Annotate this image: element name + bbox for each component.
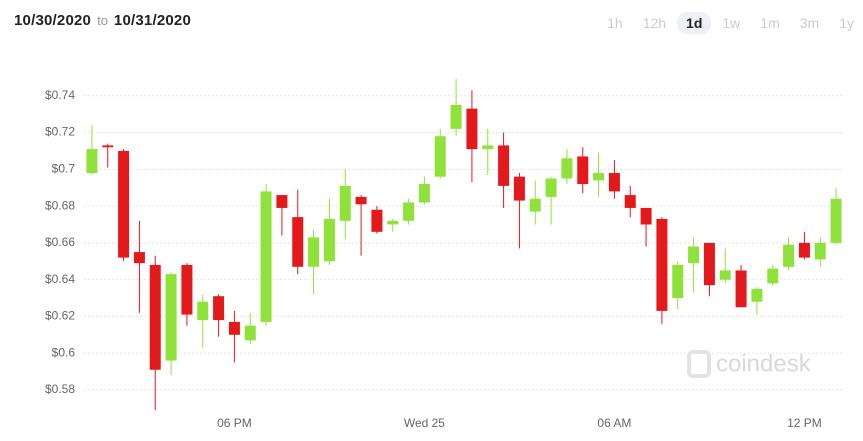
watermark: coindesk (716, 350, 812, 377)
candle-body (165, 274, 177, 361)
candle-body (624, 195, 636, 208)
candle-body (403, 202, 415, 221)
candle-body (513, 176, 525, 201)
x-tick-label: 12 PM (787, 416, 822, 430)
range-button[interactable]: 1y (839, 15, 854, 31)
y-tick-label: $0.66 (45, 235, 75, 249)
range-button[interactable]: 1w (722, 15, 741, 31)
candle-body (323, 218, 335, 262)
candle-body (86, 149, 98, 174)
y-tick-label: $0.6 (52, 345, 76, 359)
candle-body (577, 156, 589, 185)
candle-body (751, 288, 763, 302)
candle-body (545, 178, 557, 197)
candle-body (133, 252, 145, 264)
candle-body (830, 198, 842, 243)
y-tick-label: $0.58 (45, 382, 75, 396)
candle-body (608, 173, 620, 192)
range-button[interactable]: 1d (677, 12, 712, 34)
x-tick-label: 06 AM (597, 416, 631, 430)
y-tick-label: $0.74 (45, 88, 75, 102)
candle-body (767, 268, 779, 284)
candle-body (656, 218, 668, 311)
candle-body (102, 145, 114, 148)
candle-body (292, 217, 304, 267)
candle-body (355, 196, 367, 205)
candle-body (197, 301, 209, 321)
candle-body (672, 264, 684, 299)
y-tick-label: $0.64 (45, 272, 75, 286)
x-tick-label: Wed 25 (404, 416, 445, 430)
date-from: 10/30/2020 (14, 12, 92, 29)
candle-body (561, 158, 573, 179)
candle-body (339, 185, 351, 221)
candle-body (529, 198, 541, 212)
candle-body (719, 270, 731, 280)
y-tick-label: $0.7 (52, 162, 76, 176)
candle-body (814, 242, 826, 260)
candle-body (593, 173, 605, 181)
candle-body (260, 191, 272, 322)
candle-body (244, 325, 256, 341)
candle-body (798, 242, 810, 258)
candle-body (213, 296, 225, 321)
candle-body (276, 195, 288, 208)
watermark-logo (687, 350, 711, 378)
candle-body (482, 145, 494, 150)
y-tick-label: $0.62 (45, 309, 75, 323)
candle-body (149, 264, 161, 370)
candle-body (466, 108, 478, 150)
y-tick-label: $0.72 (45, 125, 75, 139)
x-tick-label: 06 PM (217, 416, 252, 430)
candle-body (735, 270, 747, 308)
candle-body (434, 136, 446, 177)
y-tick-label: $0.68 (45, 198, 75, 212)
range-button[interactable]: 1m (760, 15, 780, 31)
candle-body (228, 321, 240, 335)
range-button[interactable]: 1h (607, 15, 623, 31)
candle-body (308, 237, 320, 267)
candle-body (181, 264, 193, 315)
range-selector: 1h 12h 1d 1w 1m 3m 1y (596, 12, 863, 34)
candle-body (371, 209, 383, 232)
candle-body (498, 145, 510, 186)
candle-body (118, 150, 130, 258)
date-separator: to (97, 13, 108, 28)
candle-body (450, 104, 462, 129)
range-button[interactable]: 3m (799, 15, 820, 31)
date-to: 10/31/2020 (113, 12, 191, 29)
range-button[interactable]: 12h (642, 15, 667, 31)
candle-body (703, 242, 715, 286)
candle-body (688, 246, 700, 264)
date-range: 10/30/2020 to 10/31/2020 (14, 12, 191, 29)
candle-body (640, 207, 652, 225)
candle-body (387, 220, 399, 225)
candle-body (783, 244, 795, 267)
candle-body (418, 184, 430, 203)
